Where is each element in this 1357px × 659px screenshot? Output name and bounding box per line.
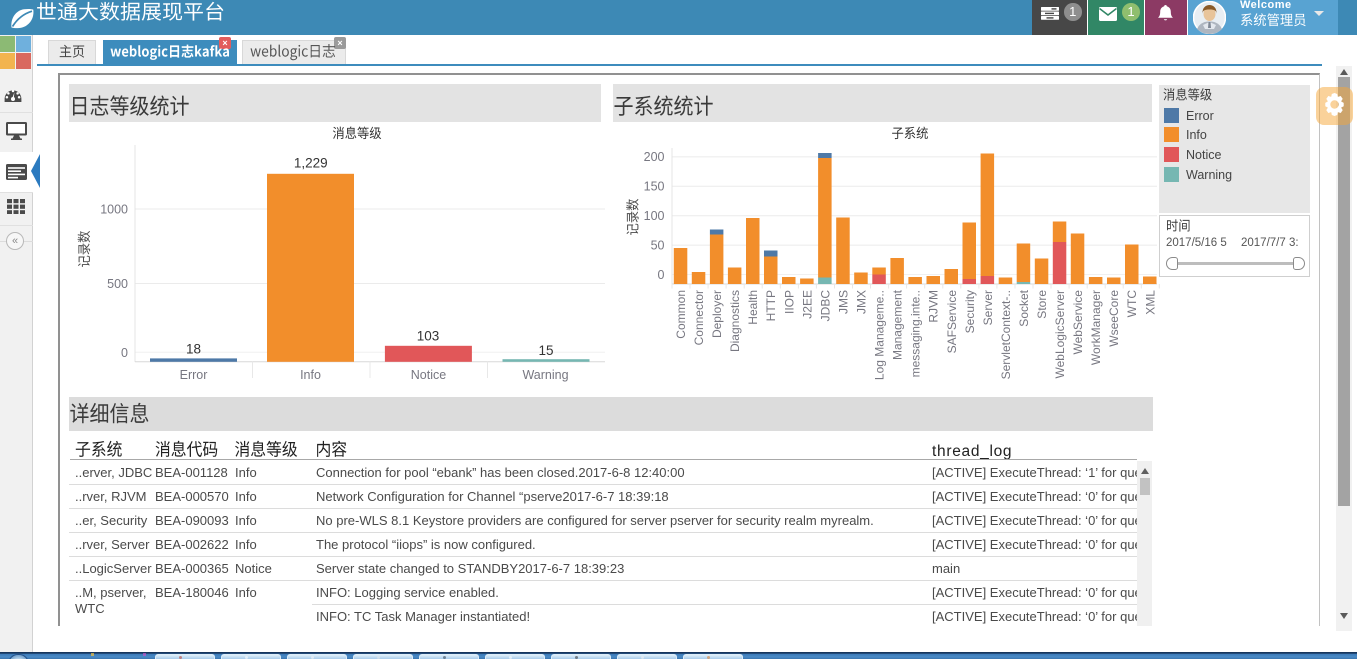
svg-text:SAFService: SAFService [945, 290, 959, 354]
svg-text:18: 18 [186, 342, 201, 357]
svg-text:0: 0 [121, 346, 128, 360]
svg-text:WebService: WebService [1071, 290, 1085, 355]
svg-text:XML: XML [1143, 290, 1157, 315]
svg-text:Security: Security [963, 290, 977, 333]
svg-text:1000: 1000 [100, 203, 128, 217]
svg-text:HTTP: HTTP [764, 290, 778, 321]
svg-text:JMX: JMX [855, 290, 869, 314]
svg-text:Connector: Connector [692, 290, 706, 345]
svg-text:Socket: Socket [1017, 289, 1031, 326]
svg-text:50: 50 [651, 238, 665, 252]
svg-text:Common: Common [674, 290, 688, 339]
svg-text:JMS: JMS [837, 290, 851, 314]
svg-text:Deployer: Deployer [710, 290, 724, 338]
svg-text:WseeCore: WseeCore [1107, 290, 1121, 347]
svg-text:1,229: 1,229 [294, 156, 328, 171]
svg-text:Warning: Warning [522, 368, 568, 382]
svg-text:J2EE: J2EE [800, 290, 814, 319]
svg-text:WorkManager: WorkManager [1089, 290, 1103, 365]
svg-text:IIOP: IIOP [782, 290, 796, 314]
svg-text:100: 100 [644, 209, 665, 223]
svg-text:Info: Info [300, 368, 321, 382]
svg-text:Log Manageme..: Log Manageme.. [873, 290, 887, 380]
svg-text:RJVM: RJVM [927, 290, 941, 323]
svg-text:JDBC: JDBC [818, 290, 832, 322]
svg-text:WTC: WTC [1125, 290, 1139, 318]
svg-text:150: 150 [644, 180, 665, 194]
svg-text:WebLogicServer: WebLogicServer [1053, 290, 1067, 379]
svg-text:0: 0 [658, 268, 665, 282]
svg-text:15: 15 [538, 343, 553, 358]
svg-text:messaging.inte..: messaging.inte.. [909, 290, 923, 377]
svg-text:ServletContext-..: ServletContext-.. [999, 290, 1013, 379]
svg-text:Diagnostics: Diagnostics [728, 290, 742, 352]
svg-text:Store: Store [1035, 290, 1049, 319]
svg-text:500: 500 [107, 277, 128, 291]
svg-text:Management: Management [891, 289, 905, 360]
svg-text:Notice: Notice [411, 368, 446, 382]
svg-text:Server: Server [981, 290, 995, 325]
svg-text:Error: Error [180, 368, 208, 382]
svg-text:200: 200 [644, 150, 665, 164]
svg-text:Health: Health [746, 290, 760, 325]
svg-text:103: 103 [417, 329, 440, 344]
